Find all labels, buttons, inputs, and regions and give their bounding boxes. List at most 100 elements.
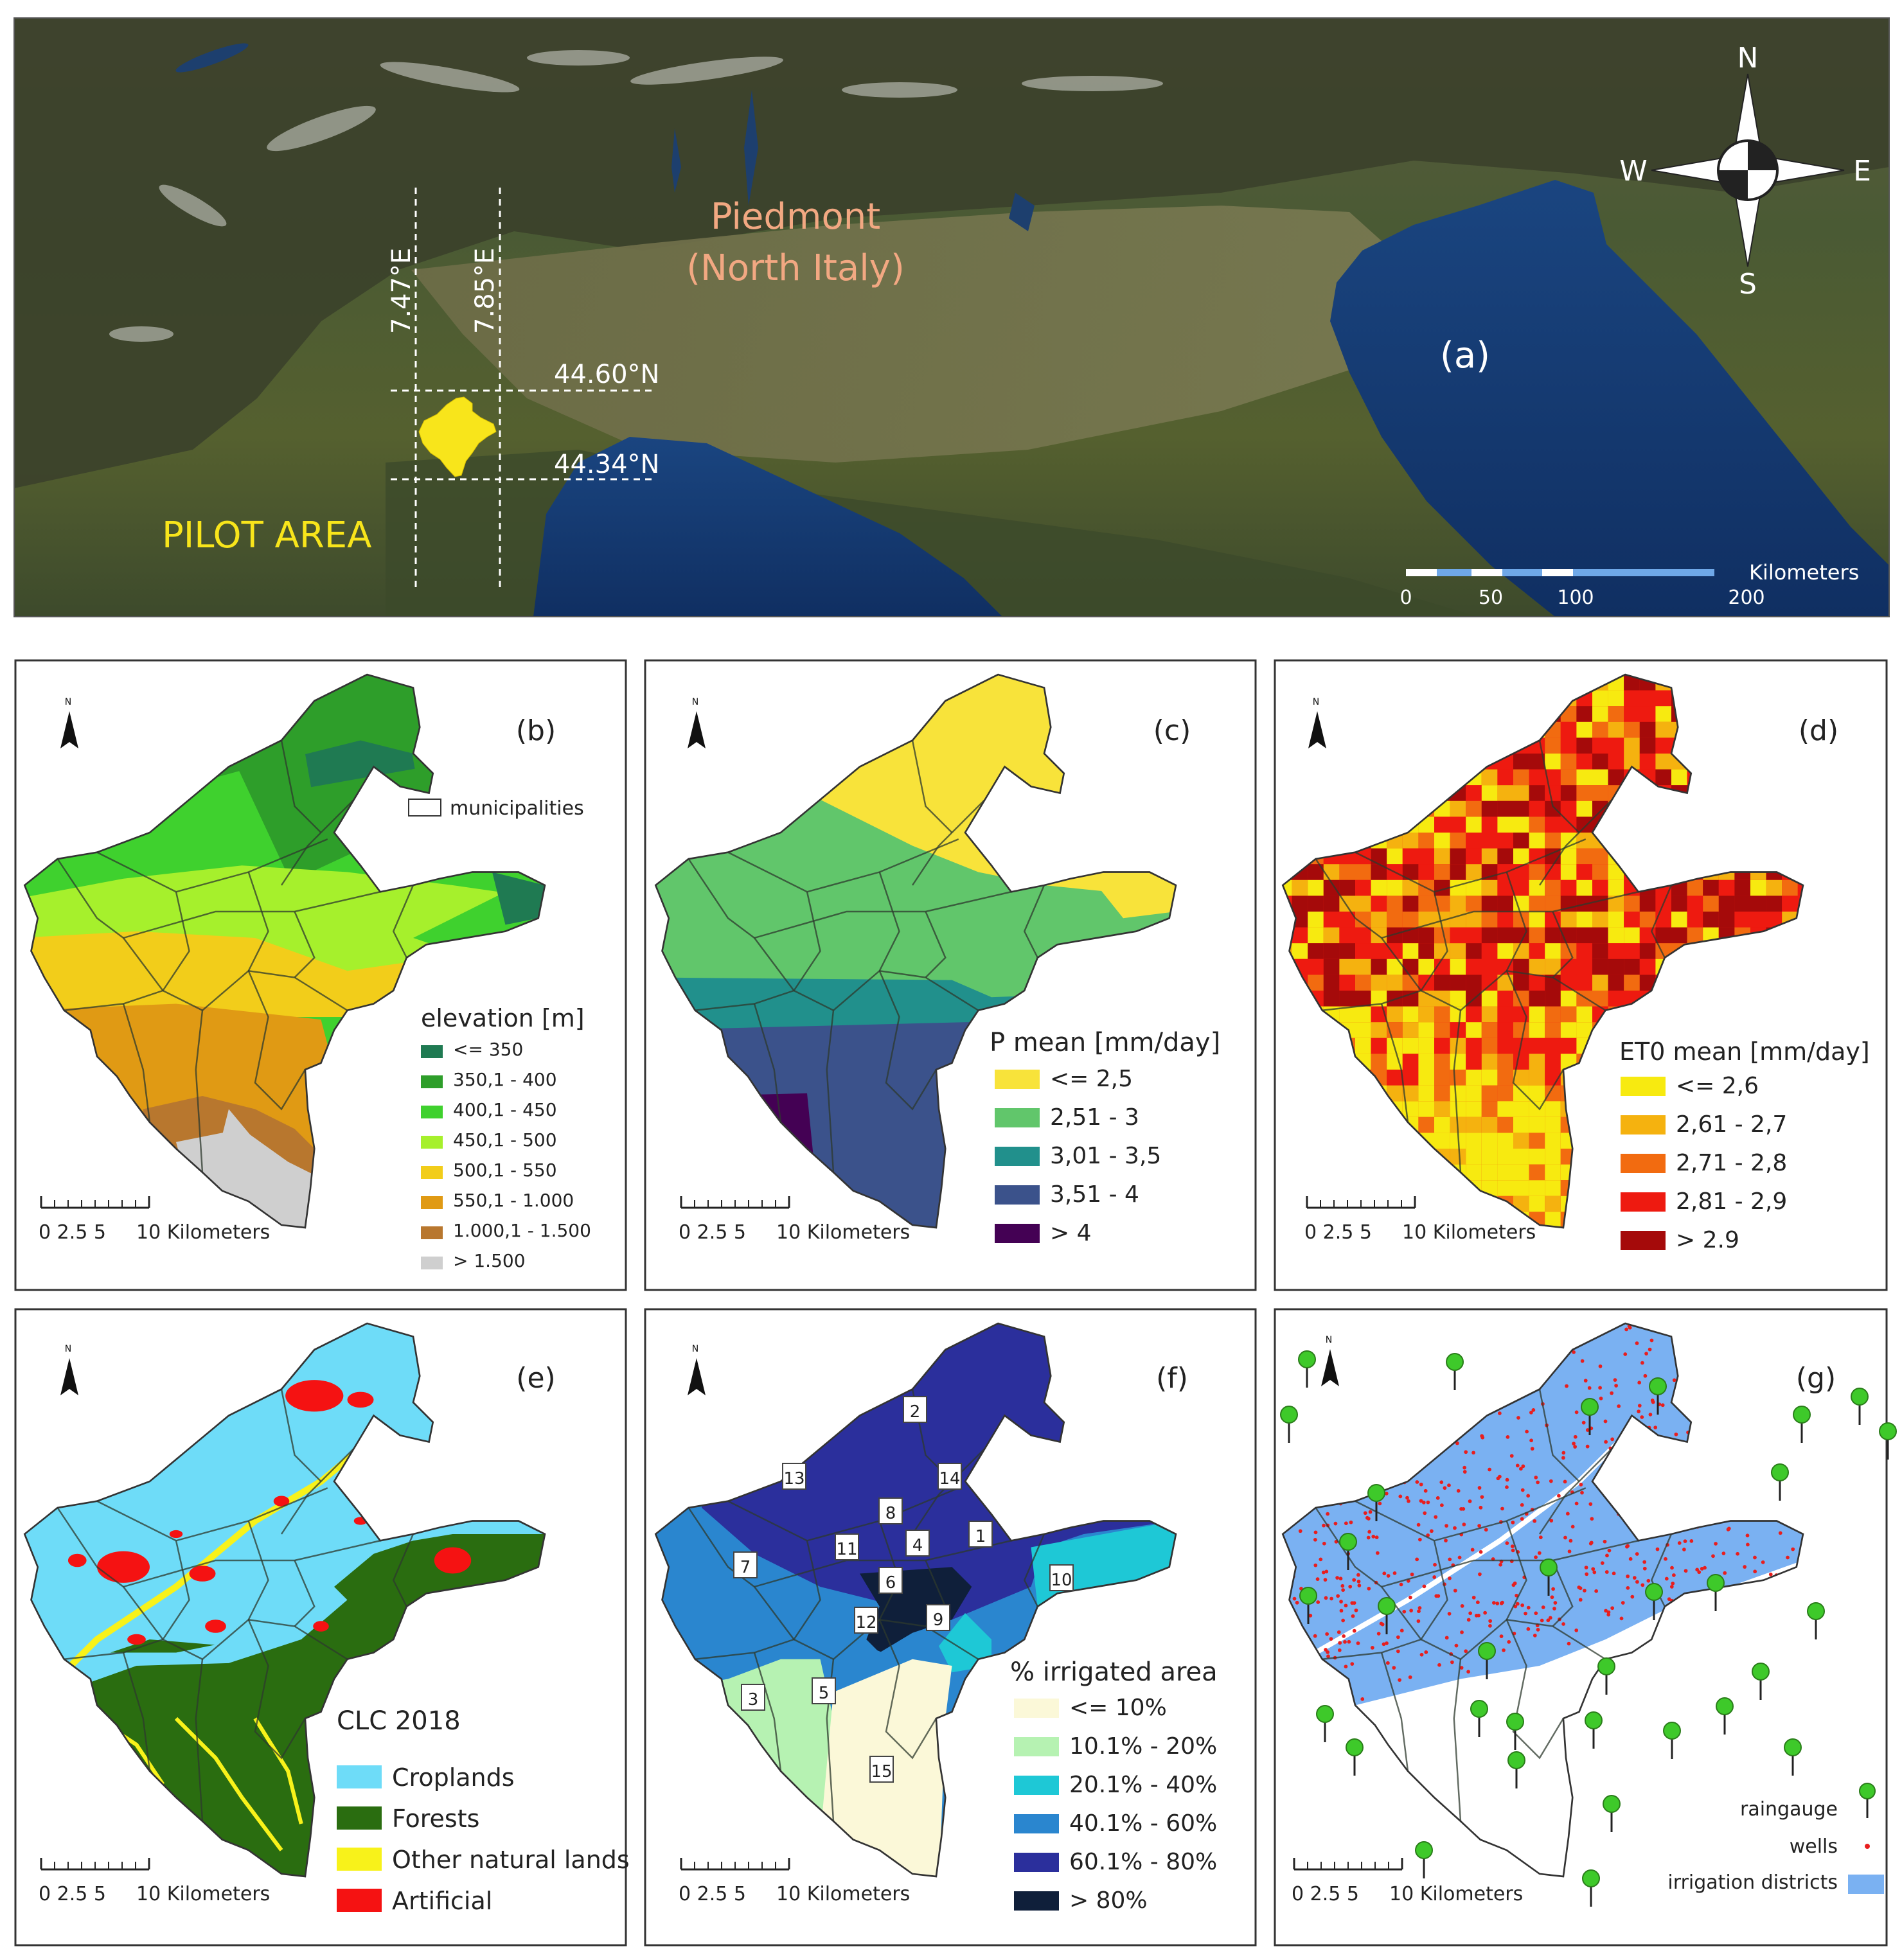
legend-label: <= 10% (1069, 1695, 1167, 1721)
legend-label: 550,1 - 1.000 (453, 1190, 574, 1211)
legend-swatch (995, 1108, 1040, 1127)
district-label-box (926, 1604, 950, 1631)
pilot-area-label: PILOT AREA (162, 515, 371, 556)
legend-swatch (421, 1257, 443, 1269)
raingauge-icon (1298, 1350, 1316, 1388)
legend-label: > 2.9 (1676, 1227, 1739, 1253)
svg-text:N: N (1313, 697, 1319, 707)
raingauge-icon (1470, 1700, 1488, 1737)
legend-swatch (1014, 1853, 1059, 1872)
panel-e-legend: Croplands Forests Other natural lands Artif… (337, 1763, 630, 1915)
legend-swatch (1014, 1814, 1059, 1833)
panel-b-scale-bar: 0 2.5 5 10 Kilometers (39, 1196, 270, 1244)
raingauge-icon (1597, 1657, 1615, 1695)
raingauge-icon (1603, 1795, 1621, 1832)
panel-e-legend-title: CLC 2018 (337, 1706, 461, 1736)
legend-label: 2,61 - 2,7 (1676, 1111, 1787, 1138)
panel-f-legend-title: % irrigated area (1010, 1657, 1218, 1687)
adriatic-sea (1330, 180, 1889, 617)
legend-label: 3,51 - 4 (1050, 1181, 1139, 1208)
raingauge-icon (1346, 1738, 1364, 1776)
legend-swatch (421, 1196, 443, 1209)
scale-tick-50: 50 (1479, 587, 1503, 609)
panel-c-legend-title: P mean [mm/day] (990, 1028, 1220, 1057)
district-label-box (903, 1396, 927, 1423)
compass-s: S (1739, 268, 1757, 301)
irrigation-legend-swatch (1848, 1875, 1884, 1894)
legend-swatch (1621, 1192, 1666, 1212)
latitude-label-1: 44.60°N (554, 360, 659, 389)
svg-text:N: N (692, 697, 698, 707)
legend-swatch (421, 1136, 443, 1149)
panel-d-label: (d) (1799, 714, 1838, 747)
wells-legend-icon (1865, 1844, 1870, 1849)
district-label-box (741, 1684, 765, 1711)
legend-swatch (1014, 1776, 1059, 1795)
north-arrow-icon: N (688, 697, 706, 748)
raingauge-icon (1581, 1398, 1599, 1435)
legend-swatch (421, 1075, 443, 1088)
svg-text:N: N (1326, 1335, 1332, 1345)
panel-a-satellite-map: 7.47°E 7.85°E 44.60°N 44.34°N PILOT AREA… (13, 17, 1890, 617)
raingauge-icon (1507, 1751, 1525, 1788)
district-number: 1 (975, 1527, 986, 1546)
district-label-box (733, 1551, 758, 1578)
legend-swatch (421, 1226, 443, 1239)
panel-g-label: (g) (1796, 1362, 1836, 1395)
panel-g-monitoring-map: N (g) raingauge wells irrigation distric… (1274, 1308, 1897, 1947)
municipalities-legend-swatch (408, 799, 441, 817)
longitude-label-1: 7.47°E (387, 248, 416, 334)
legend-label: <= 2,6 (1676, 1073, 1759, 1099)
district-number: 14 (939, 1469, 960, 1488)
legend-label: 10.1% - 20% (1069, 1733, 1217, 1760)
legend-label: Other natural lands (392, 1846, 630, 1874)
svg-text:N: N (692, 1344, 698, 1354)
panel-e-scale-bar: 0 2.5 5 10 Kilometers (39, 1858, 270, 1905)
north-arrow-icon: N (60, 697, 78, 748)
svg-text:0 2.5 5: 0 2.5 5 (1304, 1221, 1372, 1244)
raingauge-icon (1771, 1463, 1789, 1501)
district-number: 5 (819, 1684, 830, 1703)
district-number: 4 (912, 1536, 923, 1555)
panel-f-legend: <= 10% 10.1% - 20% 20.1% - 40% 40.1% - 60% 6… (1014, 1695, 1217, 1914)
legend-swatch (337, 1806, 382, 1830)
legend-label: Croplands (392, 1763, 515, 1792)
legend-label: > 80% (1069, 1887, 1148, 1914)
district-label-box (869, 1756, 894, 1783)
legend-swatch (995, 1070, 1040, 1089)
scale-unit: Kilometers (1749, 560, 1859, 585)
svg-text:10 Kilometers: 10 Kilometers (776, 1221, 910, 1244)
legend-label: > 4 (1050, 1220, 1092, 1246)
north-arrow-icon: N (1321, 1335, 1339, 1386)
compass-n: N (1738, 42, 1759, 75)
raingauge-icon (1378, 1597, 1396, 1634)
legend-swatch (337, 1848, 382, 1871)
svg-text:10 Kilometers: 10 Kilometers (1402, 1221, 1536, 1244)
raingauge-icon (1784, 1738, 1802, 1776)
raingauge-icon (1649, 1377, 1667, 1415)
raingauge-icon (1506, 1713, 1524, 1750)
legend-swatch (995, 1147, 1040, 1166)
svg-text:N: N (65, 1344, 71, 1354)
legend-label: 20.1% - 40% (1069, 1772, 1217, 1798)
legend-label: 40.1% - 60% (1069, 1810, 1217, 1837)
raingauge-icon (1540, 1558, 1558, 1596)
legend-label: 60.1% - 80% (1069, 1849, 1217, 1875)
district-label-box (968, 1521, 993, 1548)
district-number: 9 (933, 1611, 944, 1630)
legend-swatch (337, 1889, 382, 1912)
legend-label: <= 2,5 (1050, 1066, 1133, 1092)
panel-a-scale-bar: Kilometers 0 50 100 200 (1400, 560, 1859, 609)
legend-swatch (421, 1106, 443, 1118)
legend-label: 3,01 - 3,5 (1050, 1143, 1161, 1169)
compass-w: W (1619, 155, 1648, 188)
raingauge-icon (1807, 1602, 1825, 1639)
raingauge-icon (1446, 1353, 1464, 1390)
panel-d-legend: <= 2,6 2,61 - 2,7 2,71 - 2,8 2,81 - 2,9 > 2.… (1621, 1073, 1787, 1253)
panel-d-et0-map: N (d) ET0 mean [mm/day] <= 2,6 2,61 - 2,7… (1274, 659, 1888, 1291)
pilot-area-shape (418, 396, 497, 477)
legend-label: <= 350 (453, 1039, 523, 1060)
district-label-box (905, 1530, 930, 1557)
raingauge-icon (1752, 1663, 1770, 1700)
legend-label: 1.000,1 - 1.500 (453, 1220, 591, 1241)
